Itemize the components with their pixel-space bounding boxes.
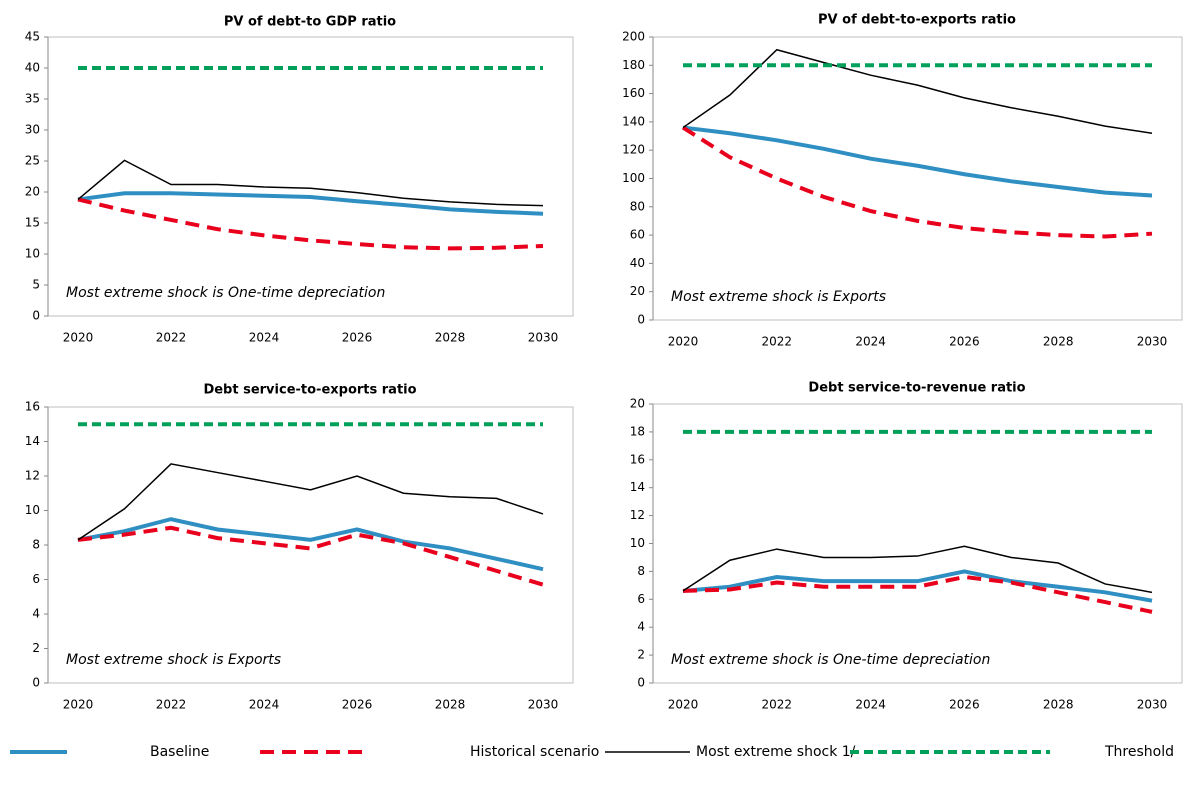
x-tick-label: 2020 [63, 698, 94, 712]
x-tick-label: 2024 [855, 698, 886, 712]
plot-frame [47, 36, 574, 317]
y-tick-label: 140 [622, 114, 645, 128]
y-tick-label: 25 [25, 154, 40, 168]
x-tick-label: 2024 [249, 331, 280, 345]
plot-frame [47, 406, 574, 684]
x-tick-label: 2028 [1043, 335, 1074, 349]
annotation: Most extreme shock is One-time depreciat… [671, 652, 990, 668]
x-tick-label: 2028 [435, 331, 466, 345]
y-tick-label: 0 [32, 309, 40, 323]
chart-title: PV of debt-to GDP ratio [224, 15, 396, 30]
annotation: Most extreme shock is One-time depreciat… [66, 285, 385, 301]
y-tick-label: 20 [630, 397, 645, 411]
series-line [681, 125, 1153, 239]
series-line [682, 569, 1153, 603]
series-line [77, 517, 544, 572]
x-tick-label: 2024 [249, 698, 280, 712]
y-tick-label: 6 [637, 592, 645, 606]
y-tick-label: 0 [637, 676, 645, 690]
y-tick-label: 60 [630, 228, 645, 242]
x-tick-label: 2030 [528, 698, 559, 712]
series-line [682, 125, 1153, 198]
series-line [682, 48, 1153, 134]
y-tick-label: 40 [630, 256, 645, 270]
x-tick-label: 2030 [1137, 698, 1168, 712]
series-line [77, 463, 544, 541]
annotation: Most extreme shock is Exports [66, 652, 281, 668]
y-tick-label: 35 [25, 92, 40, 106]
y-tick-label: 0 [32, 676, 40, 690]
chart-title: Debt service-to-exports ratio [203, 383, 416, 398]
y-tick-label: 2 [637, 648, 645, 662]
series-line [682, 574, 1153, 614]
plot-frame [652, 403, 1183, 684]
y-tick-label: 40 [25, 61, 40, 75]
chart-title: Debt service-to-revenue ratio [808, 381, 1025, 396]
chart-title: PV of debt-to-exports ratio [818, 13, 1016, 28]
x-tick-label: 2022 [762, 698, 793, 712]
y-tick-label: 14 [25, 434, 40, 448]
series-line [77, 191, 544, 216]
legend-label: Historical scenario [470, 744, 599, 760]
series-line [77, 197, 544, 251]
y-tick-label: 160 [622, 86, 645, 100]
y-tick-label: 100 [622, 171, 645, 185]
y-tick-label: 16 [25, 400, 40, 414]
y-tick-label: 18 [630, 424, 645, 438]
y-tick-label: 4 [32, 607, 40, 621]
x-tick-label: 2022 [156, 331, 187, 345]
y-tick-label: 12 [25, 469, 40, 483]
series-line [77, 525, 544, 587]
legend-label: Threshold [1104, 744, 1174, 760]
y-tick-label: 180 [622, 58, 645, 72]
y-tick-label: 120 [622, 143, 645, 157]
annotation: Most extreme shock is Exports [671, 289, 886, 305]
y-tick-label: 80 [630, 199, 645, 213]
y-tick-label: 14 [630, 480, 645, 494]
x-tick-label: 2020 [668, 698, 699, 712]
series-line [682, 545, 1153, 594]
x-tick-label: 2026 [342, 698, 373, 712]
x-tick-label: 2026 [342, 331, 373, 345]
y-tick-label: 10 [630, 536, 645, 550]
x-tick-label: 2020 [668, 335, 699, 349]
y-tick-label: 15 [25, 216, 40, 230]
x-tick-label: 2028 [1043, 698, 1074, 712]
y-tick-label: 20 [630, 284, 645, 298]
x-tick-label: 2026 [949, 335, 980, 349]
y-tick-label: 8 [637, 564, 645, 578]
x-tick-label: 2030 [1137, 335, 1168, 349]
x-tick-label: 2022 [156, 698, 187, 712]
y-tick-label: 5 [32, 278, 40, 292]
x-tick-label: 2028 [435, 698, 466, 712]
y-tick-label: 4 [637, 620, 645, 634]
series-line [77, 159, 544, 207]
y-tick-label: 12 [630, 508, 645, 522]
x-tick-label: 2026 [949, 698, 980, 712]
x-tick-label: 2022 [762, 335, 793, 349]
y-tick-label: 20 [25, 185, 40, 199]
y-tick-label: 16 [630, 452, 645, 466]
y-tick-label: 2 [32, 641, 40, 655]
x-tick-label: 2024 [855, 335, 886, 349]
legend-label: Most extreme shock 1/ [696, 744, 856, 760]
y-tick-label: 8 [32, 538, 40, 552]
y-tick-label: 30 [25, 123, 40, 137]
x-tick-label: 2020 [63, 331, 94, 345]
y-tick-label: 10 [25, 247, 40, 261]
y-tick-label: 45 [25, 30, 40, 44]
y-tick-label: 10 [25, 503, 40, 517]
legend-label: Baseline [150, 744, 209, 760]
x-tick-label: 2030 [528, 331, 559, 345]
y-tick-label: 0 [637, 313, 645, 327]
y-tick-label: 200 [622, 30, 645, 44]
y-tick-label: 6 [32, 572, 40, 586]
plot-frame [652, 36, 1183, 321]
